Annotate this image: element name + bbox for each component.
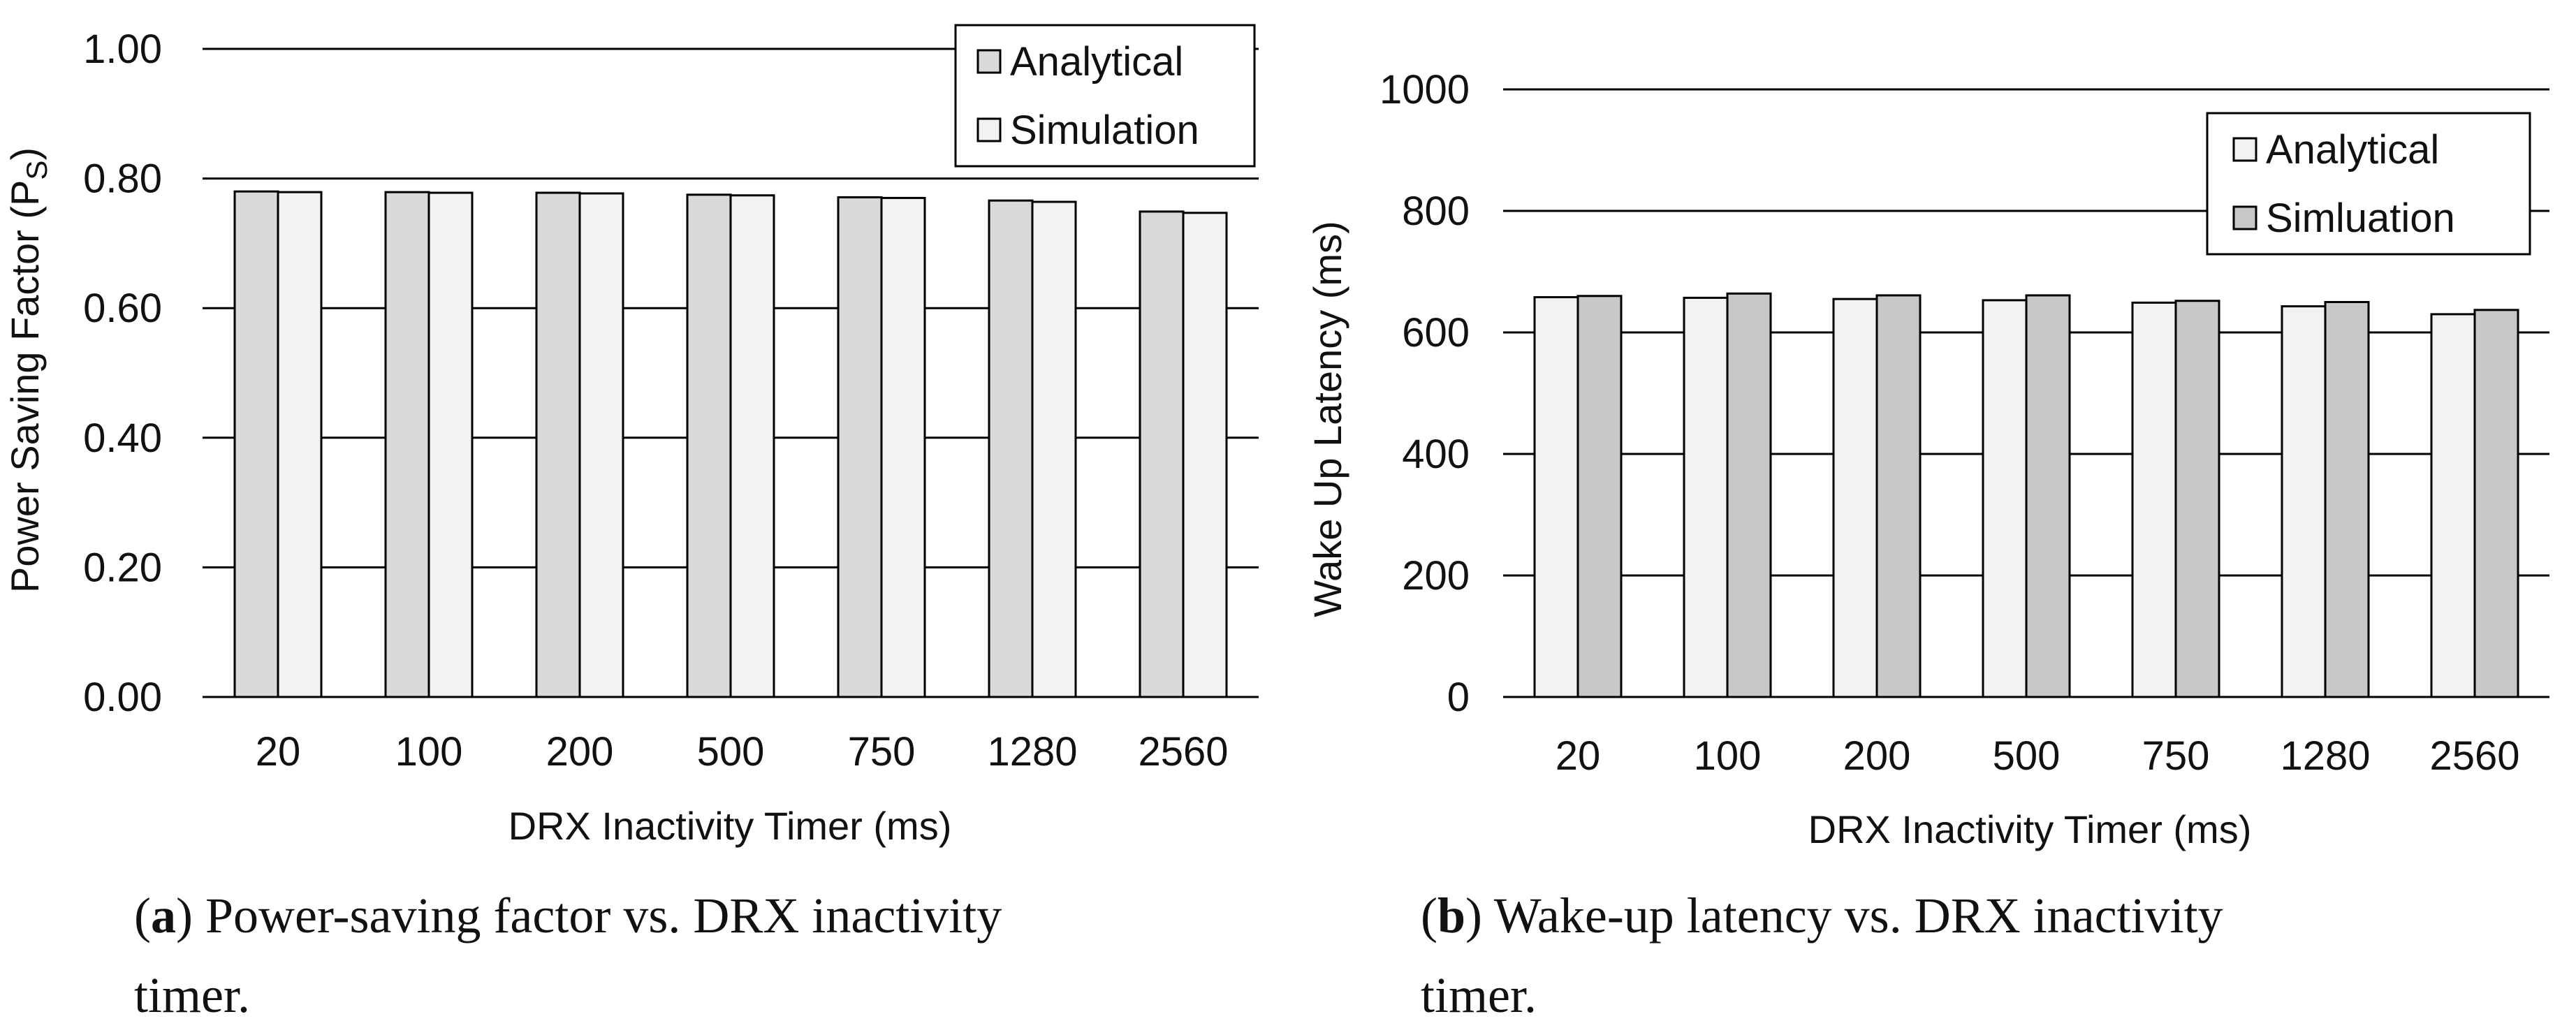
- caption-a-line2: timer.: [134, 967, 250, 1023]
- chart-a-legend-box: [954, 24, 1256, 168]
- chart-a-y-tick-label: 0.20: [83, 545, 162, 590]
- chart-a-legend-swatch-analytical: [976, 49, 1002, 74]
- chart-a-x-tick-labels: 20 100 200 500 750 1280 2560: [256, 729, 1229, 775]
- chart-b-bar-analytical-100: [1683, 296, 1729, 698]
- chart-a-y-axis-label: Power Saving Factor (PS): [3, 147, 53, 593]
- chart-a-x-axis-label: DRX Inactivity Timer (ms): [508, 804, 952, 848]
- chart-a-bar-analytical-20: [233, 190, 279, 698]
- chart-a-bar-analytical-750: [837, 196, 883, 698]
- chart-b-bar-analytical-20: [1533, 296, 1579, 698]
- chart-a-bar-simulation-20: [277, 191, 323, 698]
- caption-a-line1: Power-saving factor vs. DRX inactivity: [192, 888, 1002, 944]
- chart-a-x-tick-label: 200: [546, 729, 614, 775]
- chart-a-x-tick-label: 20: [256, 729, 301, 775]
- caption-b-line1: Wake-up latency vs. DRX inactivity: [1482, 888, 2223, 944]
- chart-b-y-tick-label: 400: [1402, 432, 1470, 477]
- chart-b-legend-swatch-analytical: [2232, 137, 2257, 162]
- chart-a-y-tick-label: 0.80: [83, 156, 162, 202]
- chart-b-legend-box: [2206, 112, 2531, 256]
- chart-a-legend-label-analytical: Analytical: [1010, 39, 1183, 85]
- chart-a-bar-analytical-500: [686, 193, 732, 698]
- chart-b-y-tick-label: 0: [1447, 675, 1470, 720]
- chart-b-x-tick-label: 500: [1993, 733, 2061, 779]
- chart-a-y-tick-label: 1.00: [83, 27, 162, 72]
- caption-a-label: a: [150, 888, 176, 944]
- chart-b-bar-simluation-1280: [2324, 301, 2370, 698]
- chart-b-legend-label-analytical: Analytical: [2266, 127, 2439, 172]
- chart-a-bar-analytical-2560: [1139, 210, 1185, 698]
- chart-a-bar-simulation-500: [729, 194, 775, 698]
- chart-a-bar-simulation-200: [578, 192, 624, 698]
- chart-b-bar-simluation-100: [1726, 292, 1772, 698]
- chart-b-bar-analytical-500: [1982, 299, 2028, 698]
- chart-a-bar-analytical-1280: [988, 199, 1034, 698]
- chart-panel-a: 0.00 0.20 0.40 0.60 0.80 1.00 20 100 200 500 750 1…: [3, 24, 1259, 848]
- chart-b-x-tick-label: 2560: [2429, 733, 2519, 779]
- chart-a-bar-simulation-1280: [1031, 200, 1077, 698]
- chart-panel-b: 0 200 400 600 800 1000 20 100 200 500 750 1280 2560…: [1305, 67, 2549, 851]
- chart-b-bar-simluation-2560: [2473, 309, 2519, 698]
- chart-a-x-tick-label: 2560: [1138, 729, 1228, 775]
- chart-a-legend-label-simulation: Simulation: [1010, 108, 1199, 153]
- chart-b-x-tick-label: 20: [1556, 733, 1601, 779]
- chart-b-bars: [1533, 292, 2519, 698]
- chart-a-bar-simulation-750: [880, 196, 926, 698]
- chart-b-y-axis-label: Wake Up Latency (ms): [1305, 221, 1349, 617]
- chart-a-x-tick-label: 500: [697, 729, 765, 775]
- chart-a-y-tick-label: 0.60: [83, 286, 162, 331]
- chart-b-bar-analytical-2560: [2430, 313, 2476, 698]
- chart-b-x-axis-label: DRX Inactivity Timer (ms): [1808, 807, 2252, 851]
- chart-b-bar-simluation-200: [1875, 294, 1922, 698]
- chart-b-x-tick-labels: 20 100 200 500 750 1280 2560: [1556, 733, 2520, 779]
- chart-b-bar-simluation-500: [2025, 294, 2071, 698]
- chart-a-x-tick-label: 100: [395, 729, 463, 775]
- chart-b-x-tick-label: 1280: [2280, 733, 2370, 779]
- chart-b-bar-analytical-750: [2131, 301, 2177, 698]
- chart-b-bar-analytical-1280: [2281, 305, 2327, 698]
- chart-a-bar-simulation-100: [427, 191, 474, 698]
- chart-a-x-tick-label: 750: [848, 729, 916, 775]
- chart-b-y-tick-label: 600: [1402, 310, 1470, 355]
- chart-a-bar-analytical-200: [535, 191, 581, 698]
- chart-b-bar-simluation-750: [2174, 300, 2220, 698]
- chart-a-bar-simulation-2560: [1182, 212, 1228, 698]
- chart-a-x-tick-label: 1280: [987, 729, 1077, 775]
- chart-b-x-tick-label: 200: [1843, 733, 1911, 779]
- chart-b-bar-simluation-20: [1576, 295, 1623, 698]
- chart-b-x-tick-label: 750: [2142, 733, 2210, 779]
- chart-b-legend-swatch-simluation: [2232, 205, 2257, 230]
- chart-b-y-tick-label: 200: [1402, 553, 1470, 599]
- chart-b-legend: Analytical Simluation: [2206, 112, 2531, 256]
- chart-b-x-tick-label: 100: [1694, 733, 1762, 779]
- caption-b-line2: timer.: [1421, 967, 1537, 1023]
- chart-a-y-tick-labels: 0.00 0.20 0.40 0.60 0.80 1.00: [83, 27, 162, 720]
- caption-b-label: b: [1437, 888, 1466, 944]
- chart-a-bar-analytical-100: [384, 191, 430, 698]
- chart-b-bar-analytical-200: [1832, 298, 1878, 698]
- chart-a-y-tick-label: 0.00: [83, 675, 162, 720]
- chart-b-y-tick-label: 800: [1402, 189, 1470, 234]
- caption-b: (b) Wake-up latency vs. DRX inactivity ti…: [1421, 888, 2223, 1023]
- chart-b-y-tick-labels: 0 200 400 600 800 1000: [1380, 67, 1470, 720]
- chart-a-y-tick-label: 0.40: [83, 416, 162, 461]
- chart-a-legend: Analytical Simulation: [954, 24, 1256, 168]
- chart-b-legend-label-simluation: Simluation: [2266, 196, 2455, 241]
- chart-a-bars: [233, 190, 1228, 698]
- chart-a-legend-swatch-simulation: [976, 117, 1002, 142]
- caption-a: (a) Power-saving factor vs. DRX inactivi…: [134, 888, 1002, 1023]
- chart-b-y-tick-label: 1000: [1380, 67, 1470, 112]
